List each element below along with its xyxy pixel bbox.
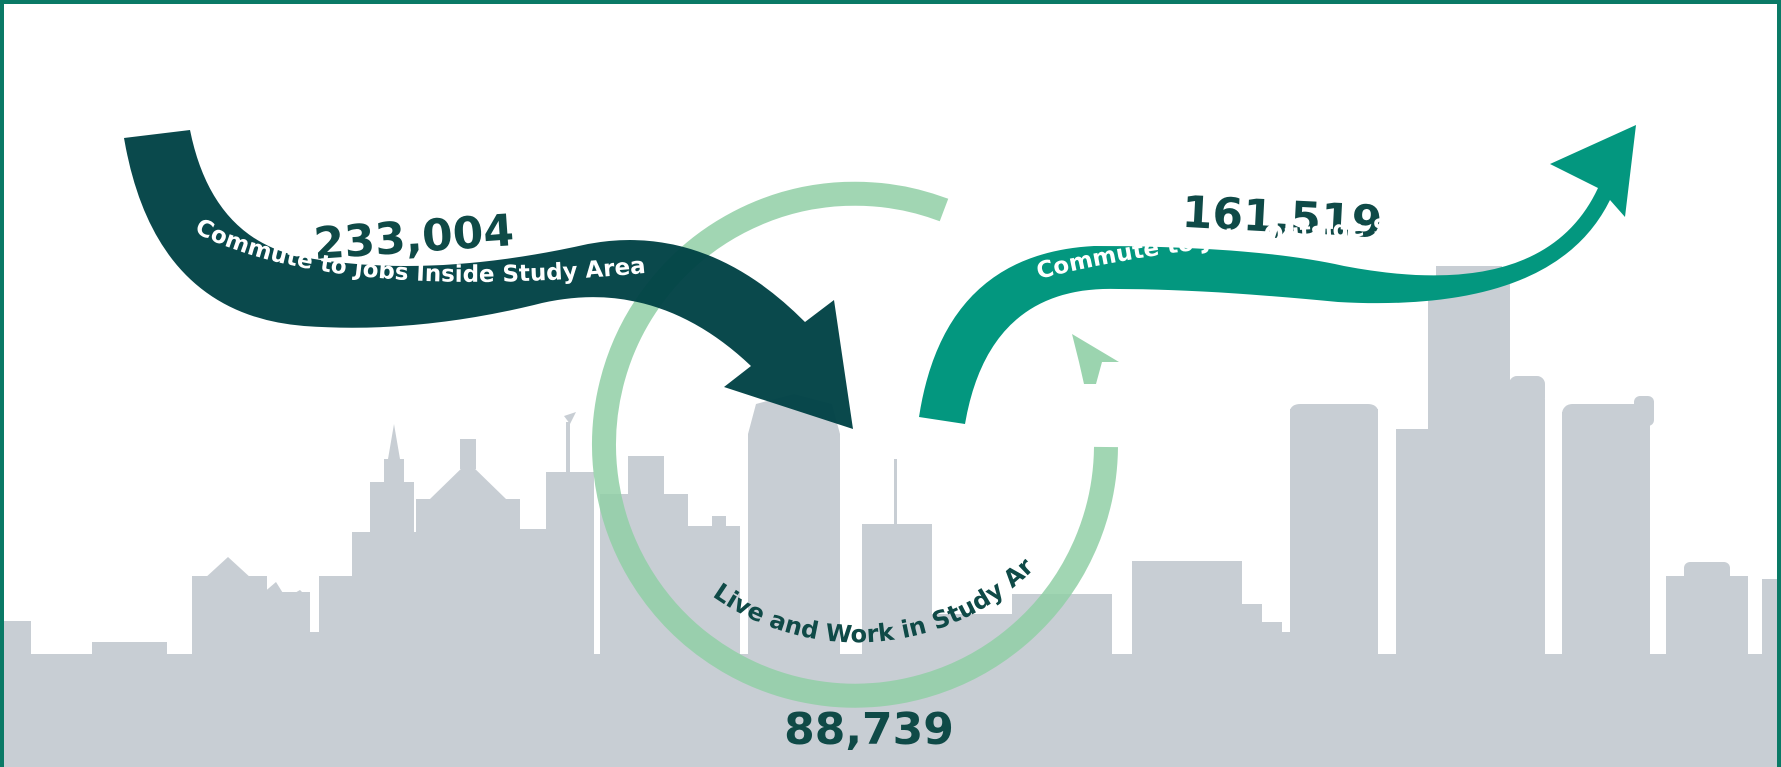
live-work-loop-arrow — [592, 181, 1119, 708]
outside-commute-arrow — [919, 125, 1636, 424]
live-work-value: 88,739 — [784, 704, 954, 755]
inside-commute-arrow — [124, 130, 853, 429]
outside-commute-value: 161,519 — [1181, 187, 1384, 248]
city-skyline — [4, 266, 1777, 767]
commute-flow-diagram: 233,004 161,519 88,739 Commute to Jobs I… — [4, 4, 1777, 767]
